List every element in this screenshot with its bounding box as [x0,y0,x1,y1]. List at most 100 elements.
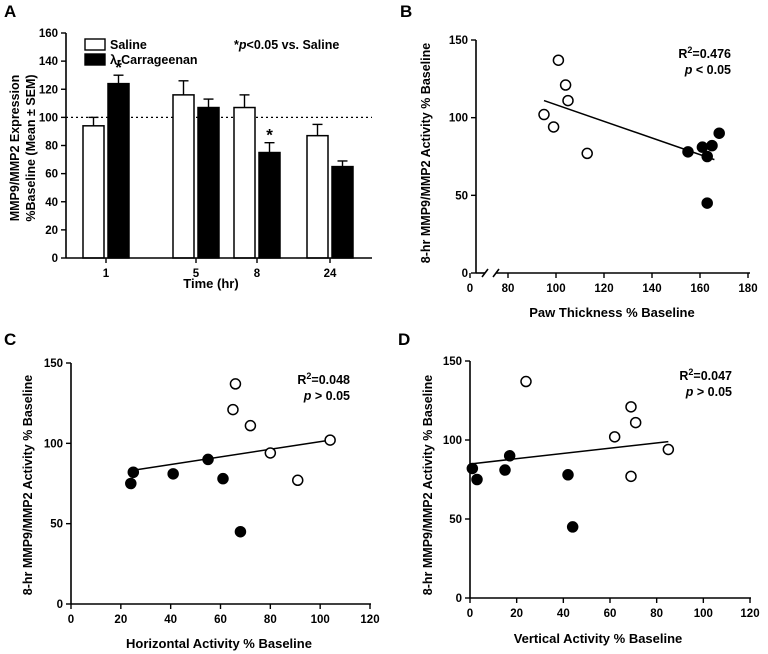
panel-a-y-tick-label: 100 [39,112,58,124]
panel-c-x-ticks: 0 20 40 60 80 100 120 [68,604,380,626]
panel-d-xlabel: Vertical Activity % Baseline [514,631,683,646]
bar-carrageenan [197,106,220,259]
panel-b-y-ticks: 0 50 100 150 [449,35,476,280]
point-saline [625,401,637,413]
panel-c-points [125,378,336,538]
x-tick-label: 120 [740,608,759,620]
bar-carrageenan [258,151,281,259]
x-tick-label: 0 [467,283,473,295]
panel-c-xlabel: Horizontal Activity % Baseline [126,636,312,651]
regression-line [130,439,331,472]
y-tick-label: 50 [50,519,63,531]
point-saline [608,431,621,443]
panel-d-ylabel: 8-hr MMP9/MMP2 Activity % Baseline [421,375,435,595]
x-tick-label: 120 [360,614,379,626]
significance-star: * [115,58,122,77]
legend-carrageenan-swatch [84,53,106,66]
legend-saline-swatch [84,38,106,51]
bar-carrageenan [331,165,354,259]
y-tick-label: 150 [44,358,63,370]
point-carrageenan [167,468,179,480]
y-tick-label: 0 [462,268,468,280]
panel-a-y-tick-label: 60 [45,169,58,181]
y-tick-label: 100 [449,113,468,125]
panel-b: B 8-hr MMP9/MMP2 Activity % Baseline Paw… [400,2,758,320]
point-carrageenan [466,462,479,475]
point-saline [229,378,242,390]
panel-a-x-tick-label: 8 [254,268,261,280]
panel-a-y-tick-label: 160 [39,28,58,40]
point-saline [291,474,304,487]
panel-a-y-tick-label: 20 [45,225,58,237]
panel-a-x-tick-label: 1 [103,268,110,280]
point-saline [538,108,550,121]
panel-c-y-ticks: 0 50 100 150 [44,358,71,611]
panel-a: A MMP9/MMP2 Expression %Baseline (Mean ±… [4,2,372,291]
point-saline [562,94,574,107]
point-carrageenan [682,146,694,158]
panel-d-pvalue: p > 0.05 [685,385,732,399]
point-carrageenan [713,127,725,139]
x-tick-label: 40 [557,608,570,620]
point-carrageenan [503,450,516,462]
panel-a-x-tick-label: 5 [193,268,200,280]
panel-b-x-ticks: 0 80 100 120 140 160 180 [467,273,758,295]
point-saline [625,470,637,483]
y-tick-label: 100 [443,435,462,447]
point-carrageenan [234,525,247,538]
significance-star: * [266,126,273,145]
panel-b-axis-break-right [492,268,500,278]
point-carrageenan [706,139,718,152]
panel-b-points [538,54,725,209]
panel-a-xlabel: Time (hr) [183,276,238,291]
y-tick-label: 50 [455,190,468,202]
x-tick-label: 100 [546,283,565,295]
x-tick-label: 80 [650,608,663,620]
point-saline [324,434,336,446]
x-tick-label: 20 [510,608,523,620]
point-saline [552,54,565,66]
panel-a-y-ticks: 0 20 40 60 80 100 120 140 160 [39,28,66,265]
x-tick-label: 40 [164,614,177,626]
point-saline [264,447,277,459]
panel-a-significance-note: *p<0.05 vs. Saline [234,38,339,52]
panel-b-xlabel: Paw Thickness % Baseline [529,305,694,320]
point-carrageenan [696,141,709,153]
panel-a-ylabel-line2: %Baseline (Mean ± SEM) [24,74,38,221]
point-saline [629,416,642,429]
panel-b-r2: R2=0.476 [678,45,731,61]
x-tick-label: 140 [642,283,661,295]
panel-a-y-tick-label: 0 [52,253,58,265]
point-saline [244,419,257,432]
x-tick-label: 160 [690,283,709,295]
x-tick-label: 0 [467,608,473,620]
x-tick-label: 60 [604,608,617,620]
y-tick-label: 0 [57,599,63,611]
point-carrageenan [127,466,140,479]
panel-b-ylabel: 8-hr MMP9/MMP2 Activity % Baseline [419,43,433,263]
panel-c-r2: R2=0.048 [297,371,350,387]
panel-d: D 8-hr MMP9/MMP2 Activity % Baseline Ver… [398,330,760,646]
y-tick-label: 150 [449,35,468,47]
x-tick-label: 120 [594,283,613,295]
panel-b-label: B [400,2,412,21]
panel-a-y-tick-label: 40 [45,197,58,209]
panel-c: C 8-hr MMP9/MMP2 Activity % Baseline Hor… [4,330,380,651]
panel-b-axis-break-left [481,268,489,278]
point-carrageenan [566,521,579,533]
point-carrageenan [125,477,137,490]
point-saline [520,375,532,388]
panel-d-y-ticks: 0 50 100 150 [443,356,470,605]
bar-saline [306,134,329,259]
y-tick-label: 100 [44,438,63,450]
bar-saline [172,94,195,259]
x-tick-label: 0 [68,614,74,626]
x-tick-label: 20 [114,614,127,626]
x-tick-label: 100 [694,608,713,620]
regression-line [472,440,669,465]
panel-a-y-tick-label: 140 [39,56,58,68]
panel-a-ylabel-line1: MMP9/MMP2 Expression [8,75,22,222]
panel-a-y-tick-label: 120 [39,84,58,96]
panel-a-x-tick-label: 24 [324,268,337,280]
